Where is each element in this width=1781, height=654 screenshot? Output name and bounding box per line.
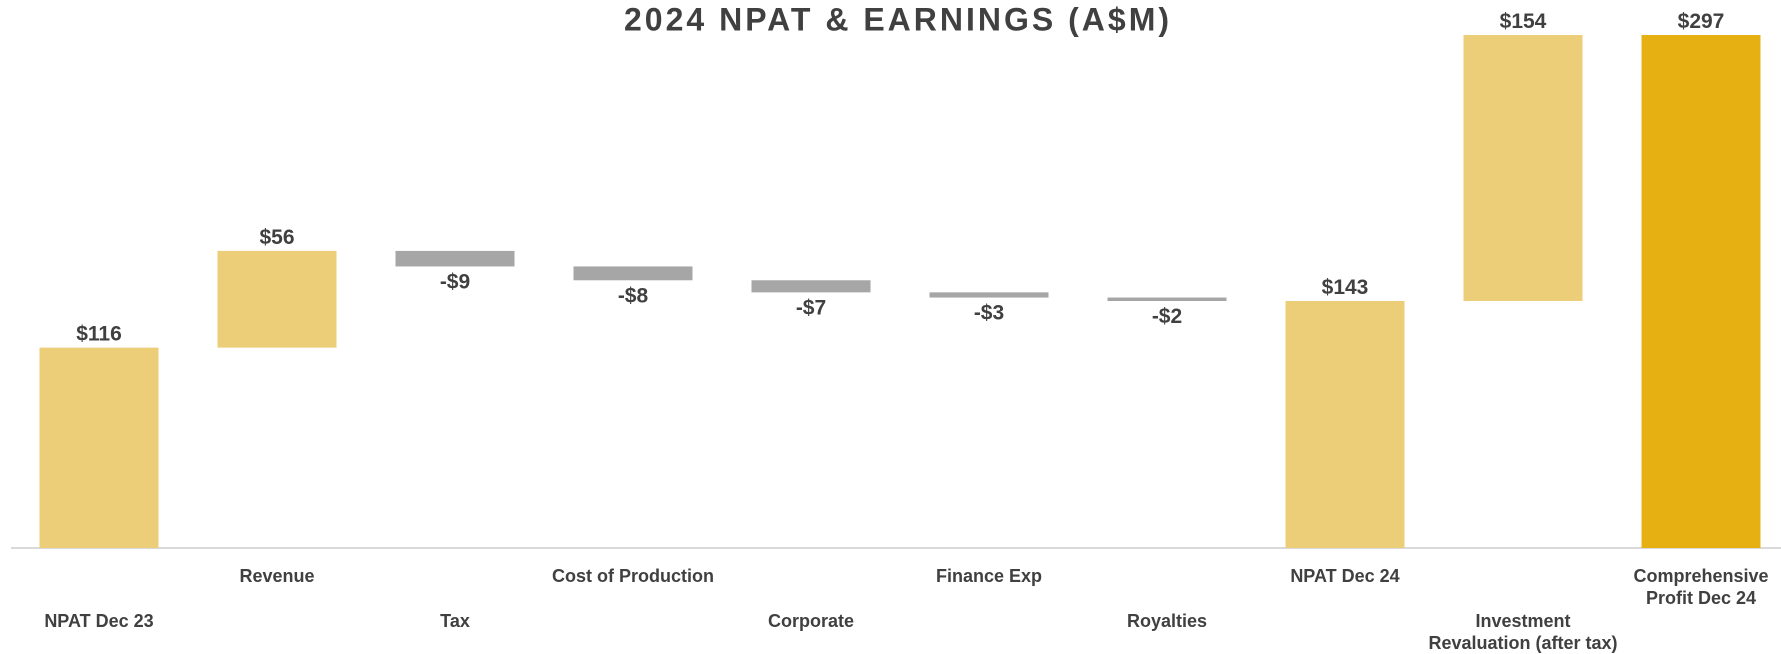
bar (751, 280, 871, 293)
category-label: Royalties (1126, 611, 1208, 631)
bar (1463, 35, 1583, 301)
value-label: -$8 (618, 284, 649, 307)
category-label: NPAT Dec 23 (44, 611, 154, 631)
value-label: -$9 (440, 270, 470, 293)
bar (39, 347, 159, 548)
value-label: -$3 (974, 302, 1004, 325)
value-label: -$7 (796, 296, 826, 319)
category-label: Comprehensive Profit Dec 24 (1633, 566, 1769, 608)
category-label: NPAT Dec 24 (1290, 566, 1400, 586)
category-label: Tax (440, 611, 470, 631)
value-label: $56 (259, 226, 294, 249)
value-label: -$2 (1152, 305, 1182, 328)
bar (1285, 301, 1405, 548)
bar (1641, 35, 1761, 548)
category-label: Investment Revaluation (after tax) (1428, 611, 1618, 653)
bar (395, 250, 515, 267)
value-label: $116 (76, 323, 122, 346)
bar (929, 292, 1049, 298)
category-label: Finance Exp (935, 566, 1043, 586)
category-label: Cost of Production (552, 566, 714, 586)
category-label: Revenue (239, 566, 315, 586)
category-label: Corporate (767, 611, 854, 631)
bar (1107, 297, 1227, 301)
value-label: $297 (1678, 10, 1725, 33)
value-label: $154 (1500, 10, 1547, 33)
value-label: $143 (1322, 276, 1369, 299)
bar (217, 250, 337, 348)
bar (573, 266, 693, 281)
chart-title: 2024 NPAT & EARNINGS (A$M) (624, 1, 1172, 37)
